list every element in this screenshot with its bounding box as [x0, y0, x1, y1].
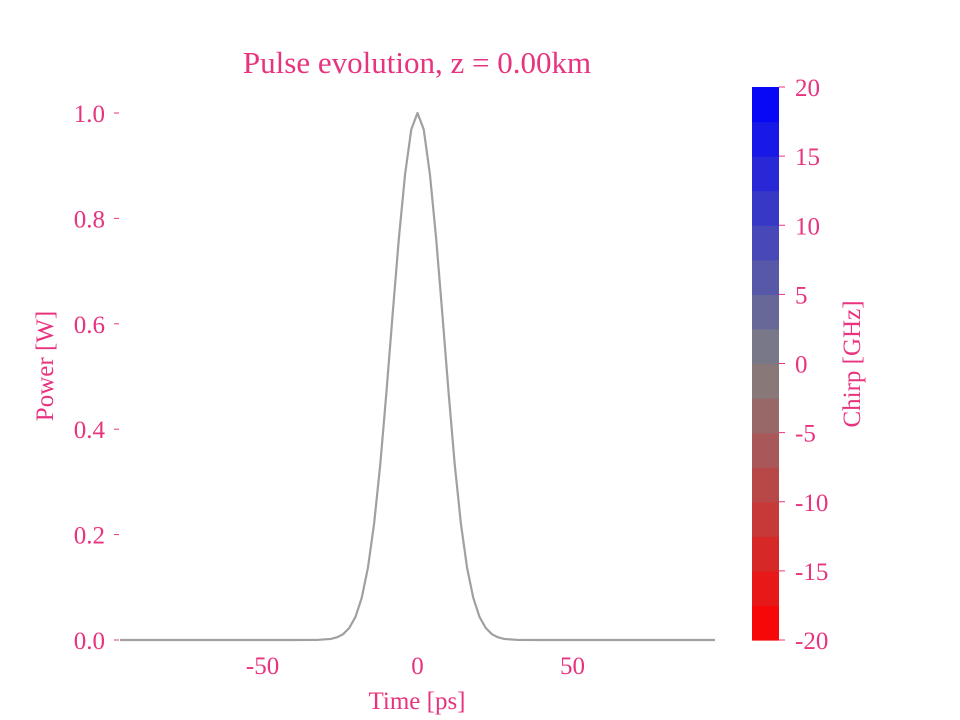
x-tick-label: -50 — [246, 653, 279, 680]
x-axis-label: Time [ps] — [368, 688, 465, 715]
colorbar-tick-label: 5 — [795, 282, 808, 309]
x-tick-label: 0 — [411, 653, 424, 680]
x-tick-label: 50 — [560, 653, 585, 680]
colorbar-segment — [752, 570, 779, 607]
series-line-0 — [120, 111, 715, 642]
colorbar-segment — [752, 536, 779, 572]
colorbar-ticks: -20 -15 -10 -5 0 5 10 15 20 — [779, 75, 828, 655]
colorbar-label: Chirp [GHz] — [839, 300, 866, 427]
y-axis-label: Power [W] — [32, 311, 59, 421]
colorbar-segment — [752, 398, 779, 434]
colorbar-segment — [752, 190, 779, 226]
colorbar-segment — [752, 156, 779, 192]
colorbar-segment — [752, 225, 779, 261]
colorbar-segment — [752, 605, 779, 641]
colorbar-segment — [752, 363, 779, 399]
plot-area — [120, 111, 715, 642]
colorbar-segment — [752, 294, 779, 330]
colorbar — [752, 87, 779, 641]
colorbar-tick-label: 10 — [795, 213, 820, 240]
y-tick-label: 0.0 — [74, 628, 105, 655]
colorbar-tick-label: -5 — [795, 421, 816, 448]
chart-title: Pulse evolution, z = 0.00km — [243, 45, 591, 80]
y-tick-label: 0.8 — [74, 206, 105, 233]
colorbar-tick-label: 15 — [795, 144, 820, 171]
colorbar-segment — [752, 501, 779, 537]
y-tick-label: 1.0 — [74, 101, 105, 128]
colorbar-tick-label: 20 — [795, 75, 820, 102]
y-axis-ticks: 0.0 0.2 0.4 0.6 0.8 1.0 — [74, 101, 119, 655]
colorbar-segment — [752, 467, 779, 503]
colorbar-tick-label: -20 — [795, 628, 828, 655]
colorbar-tick-label: -10 — [795, 490, 828, 517]
colorbar-segment — [752, 432, 779, 468]
colorbar-segment — [752, 328, 779, 365]
x-axis-ticks: -50 0 50 — [246, 653, 585, 680]
colorbar-segment — [752, 121, 779, 157]
y-tick-label: 0.6 — [74, 312, 105, 339]
colorbar-tick-label: -15 — [795, 559, 828, 586]
colorbar-segment — [752, 87, 779, 123]
y-tick-label: 0.4 — [74, 417, 106, 444]
colorbar-segment — [752, 259, 779, 295]
y-tick-label: 0.2 — [74, 523, 105, 550]
colorbar-tick-label: 0 — [795, 352, 808, 379]
